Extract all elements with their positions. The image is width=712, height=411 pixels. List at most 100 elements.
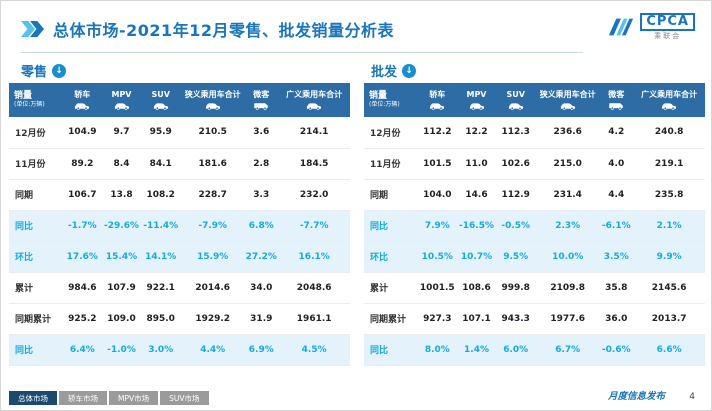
value-cell: 181.6 [181,148,245,180]
value-cell: 1961.1 [278,303,350,335]
car-icon [430,103,445,110]
wholesale-table-wrap: 销量 (单位:万辆) 轿车 MPV SUV 狭义乘用车合计 微客 广义乘用车合计 12月份 112… [364,83,705,366]
value-cell: -0.6% [599,334,634,366]
column-header: 轿车 [416,83,458,117]
value-cell: 184.5 [278,148,350,180]
column-label: 狭义乘用车合计 [539,90,596,100]
column-label: 轿车 [74,90,91,100]
footer-tab[interactable]: MPV市场 [109,391,159,405]
table-row: 同期累计 925.2 109.0 895.0 1929.2 31.9 1961.1 [9,303,350,335]
column-header: 狭义乘用车合计 [181,83,245,117]
page-title: 总体市场-2021年12月零售、批发销量分析表 [53,17,394,41]
logo-name: 乘联会 [654,32,682,41]
cpca-logo: CPCA 乘联会 [607,13,695,41]
retail-label: 零售 [21,65,48,80]
value-cell: 7.9% [416,210,458,242]
value-cell: 112.2 [416,117,458,149]
column-header: 广义乘用车合计 [278,83,350,117]
table-header-row: 销量 (单位:万辆) 轿车 MPV SUV 狭义乘用车合计 微客 广义乘用车合计 [9,83,350,117]
column-label: 广义乘用车合计 [286,90,343,100]
row-label: 同期累计 [364,303,417,335]
value-cell: 101.5 [416,148,458,180]
value-cell: 3.3 [244,179,279,211]
value-cell: 16.1% [278,241,350,273]
footer-tab[interactable]: SUV市场 [160,391,209,405]
column-header: MPV [102,83,141,117]
row-label: 同期 [9,179,62,211]
value-cell: 6.9% [244,334,279,366]
value-cell: 3.6 [244,117,279,149]
row-label: 累计 [364,272,417,304]
value-cell: 3.0% [140,334,182,366]
table-row: 环比 17.6% 15.4% 14.1% 15.9% 27.2% 16.1% [9,241,350,273]
value-cell: 984.6 [61,272,103,304]
value-cell: 215.0 [536,148,600,180]
slide-header: 总体市场-2021年12月零售、批发销量分析表 [21,17,394,41]
column-label: SUV [506,90,525,100]
value-cell: 2109.8 [536,272,600,304]
value-cell: -11.4% [140,210,182,242]
footer-note: 月度信息发布 [607,391,665,402]
down-arrow-icon: ↓ [402,63,417,78]
value-cell: 6.4% [61,334,103,366]
value-cell: 109.0 [102,303,141,335]
table-row: 11月份 101.5 11.0 102.6 215.0 4.0 219.1 [364,148,705,180]
value-cell: 4.4% [181,334,245,366]
row-label: 同比 [9,334,62,366]
table-row: 累计 984.6 107.9 922.1 2014.6 34.0 2048.6 [9,272,350,304]
value-cell: 2.3% [536,210,600,242]
value-cell: 9.7 [102,117,141,149]
column-header: MPV [457,83,496,117]
value-cell: 15.9% [181,241,245,273]
value-cell: 27.2% [244,241,279,273]
unit-header: 销量 (单位:万辆) [9,83,62,117]
column-header: SUV [495,83,537,117]
footer-tab[interactable]: 轿车市场 [59,391,107,405]
value-cell: 2.1% [633,210,705,242]
table-row: 环比 10.5% 10.7% 9.5% 10.0% 3.5% 9.9% [364,241,705,273]
column-label: 狭义乘用车合计 [184,90,241,100]
chevron-right-icon [30,21,44,37]
value-cell: -0.5% [495,210,537,242]
value-cell: 8.4 [102,148,141,180]
value-cell: 231.4 [536,179,600,211]
value-cell: 4.4 [599,179,634,211]
value-cell: 112.9 [495,179,537,211]
value-cell: 102.6 [495,148,537,180]
value-cell: 108.6 [457,272,496,304]
column-label: 微客 [253,90,270,100]
table-header-row: 销量 (单位:万辆) 轿车 MPV SUV 狭义乘用车合计 微客 广义乘用车合计 [364,83,705,117]
value-cell: 4.5% [278,334,350,366]
column-header: SUV [140,83,182,117]
section-label-retail: 零售 ↓ [21,61,67,80]
value-cell: -1.7% [61,210,103,242]
footer-tab[interactable]: 总体市场 [9,391,57,405]
value-cell: 34.0 [244,272,279,304]
value-cell: -1.0% [102,334,141,366]
logo-flag-icon [609,18,634,36]
car-icon [307,103,322,110]
table-row: 同比 -1.7% -29.6% -11.4% -7.9% 6.8% -7.7% [9,210,350,242]
row-label: 环比 [364,241,417,273]
value-cell: 12.2 [457,117,496,149]
value-cell: 1929.2 [181,303,245,335]
value-cell: 228.7 [181,179,245,211]
value-cell: 84.1 [140,148,182,180]
footer-tabs: 总体市场 轿车市场 MPV市场 SUV市场 [9,391,209,405]
row-label: 12月份 [9,117,62,149]
value-cell: 9.9% [633,241,705,273]
value-cell: 35.8 [599,272,634,304]
value-cell: -7.9% [181,210,245,242]
value-cell: 8.0% [416,334,458,366]
row-label: 同比 [364,210,417,242]
table-row: 同期 104.0 14.6 112.9 231.4 4.4 235.8 [364,179,705,211]
value-cell: 112.3 [495,117,537,149]
unit-header: 销量 (单位:万辆) [364,83,417,117]
page-title-rest: -2021年12月零售、批发销量分析表 [119,21,394,40]
value-cell: -16.5% [457,210,496,242]
car-icon [114,103,129,110]
column-label: 轿车 [429,90,446,100]
column-label: 微客 [608,90,625,100]
column-label: 广义乘用车合计 [641,90,698,100]
